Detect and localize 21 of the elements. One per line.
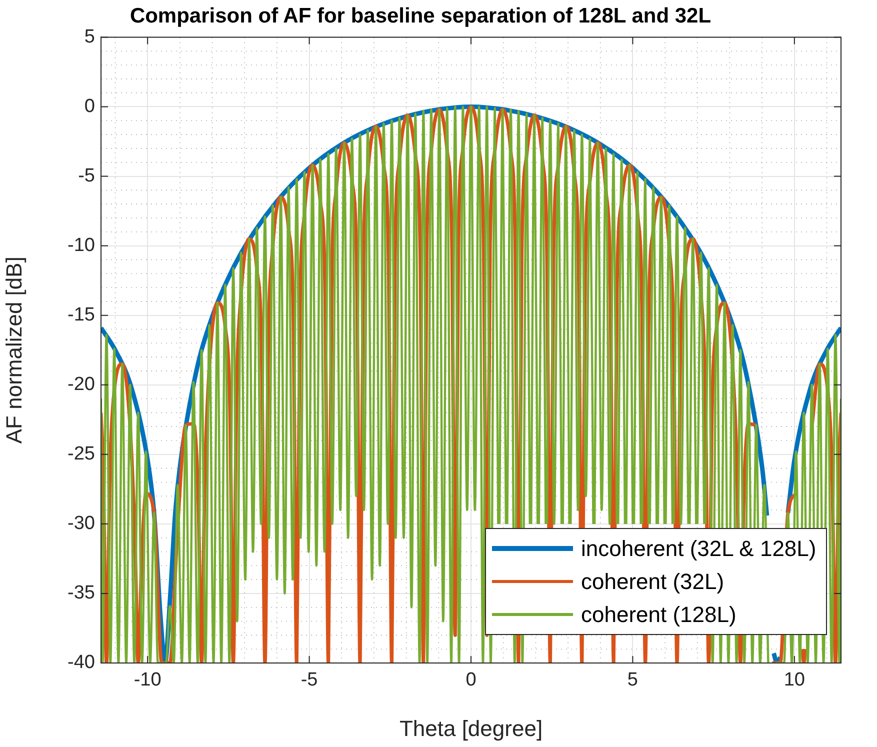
x-tick-label: 0 — [466, 670, 476, 691]
x-axis-title: Theta [degree] — [399, 716, 543, 741]
y-tick-label: 5 — [84, 26, 95, 48]
x-tick-label: 10 — [784, 670, 805, 691]
x-tick-label: -10 — [134, 670, 162, 691]
legend-label: coherent (128L) — [581, 602, 736, 628]
y-tick-label: -10 — [68, 235, 95, 256]
y-tick-label: -20 — [68, 374, 95, 396]
y-tick-label: -25 — [68, 444, 95, 465]
legend-label: incoherent (32L & 128L) — [581, 536, 816, 562]
chart-title: Comparison of AF for baseline separation of 128L and 32L — [130, 4, 712, 28]
y-tick-label: -5 — [78, 166, 95, 186]
y-axis-title: AF normalized [dB] — [1, 256, 26, 444]
x-tick-label: -5 — [300, 670, 318, 691]
y-tick-label: -35 — [68, 582, 95, 604]
x-tick-label: 5 — [627, 670, 638, 691]
y-tick-label: -30 — [68, 513, 95, 534]
y-tick-label: -15 — [68, 304, 95, 326]
y-tick-label: -40 — [68, 652, 95, 674]
legend-label: coherent (32L) — [581, 568, 724, 594]
y-tick-label: 0 — [84, 96, 95, 117]
